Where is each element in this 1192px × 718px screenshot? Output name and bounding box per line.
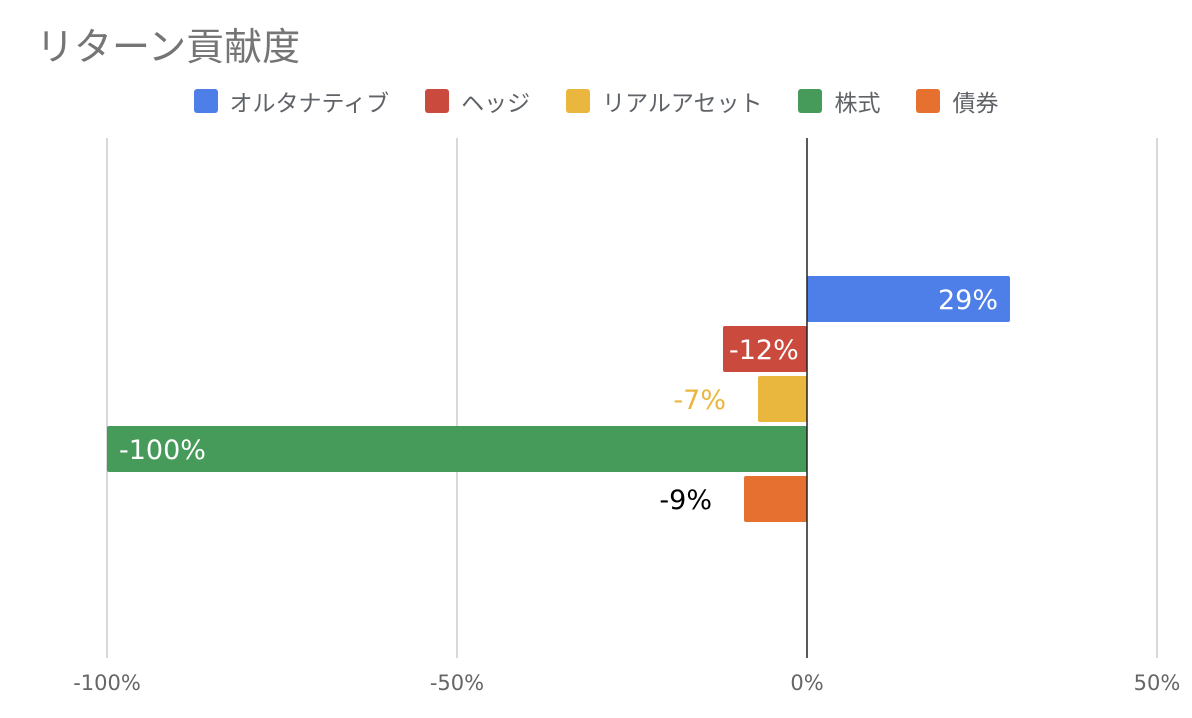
legend-item: 債券 [916, 84, 998, 118]
bar [107, 426, 807, 472]
data-label: 29% [938, 285, 998, 316]
legend-label: オルタナティブ [229, 91, 390, 117]
data-label: -7% [673, 385, 726, 416]
bar [744, 476, 807, 522]
legend-swatch [566, 89, 591, 113]
legend-item: リアルアセット [566, 84, 762, 118]
x-tick-label: 50% [1134, 671, 1181, 695]
data-label: -9% [659, 485, 712, 516]
legend-swatch [425, 89, 450, 113]
legend-label: 債券 [952, 91, 999, 117]
legend-item: ヘッジ [425, 84, 530, 118]
bar [807, 276, 1010, 322]
x-tick-label: 0% [790, 671, 823, 695]
legend-item: オルタナティブ [193, 84, 390, 118]
bar [758, 376, 807, 422]
data-label: -100% [119, 435, 206, 466]
x-tick-label: -100% [73, 671, 141, 695]
legend-swatch [916, 89, 941, 113]
data-label: -12% [729, 335, 799, 366]
legend: オルタナティブ ヘッジ リアルアセット 株式 債券 [0, 84, 1192, 118]
legend-item: 株式 [798, 84, 880, 118]
chart-title: リターン貢献度 [36, 25, 301, 69]
legend-swatch [798, 89, 823, 113]
legend-label: ヘッジ [461, 91, 531, 117]
legend-label: 株式 [834, 91, 881, 117]
bar [723, 326, 807, 372]
legend-swatch [193, 89, 218, 113]
x-tick-label: -50% [430, 671, 484, 695]
legend-label: リアルアセット [602, 91, 763, 117]
